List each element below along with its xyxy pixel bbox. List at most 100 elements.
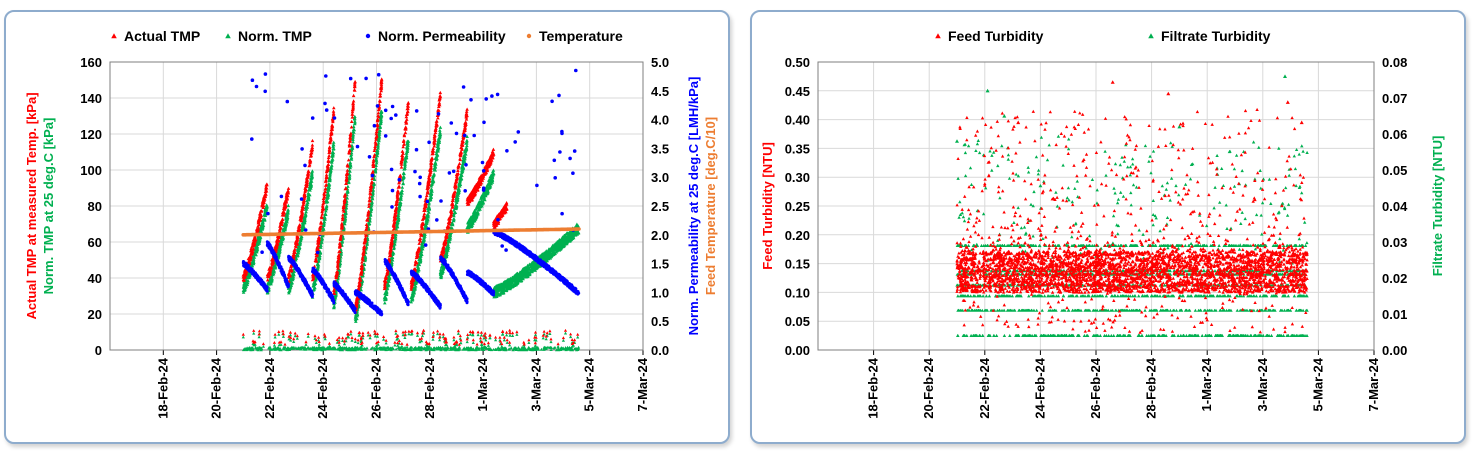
y-right-tick-label: 2.5: [651, 199, 669, 214]
x-tick-label: 24-Feb-24: [315, 357, 330, 418]
y-left-tick-label: 0.30: [785, 170, 810, 185]
series-norm-tmp: [241, 109, 581, 323]
legend-marker: [225, 33, 231, 39]
legend-marker: [1148, 33, 1154, 39]
y-right-tick-label: 1.0: [651, 285, 669, 300]
y-right-tick-label: 3.0: [651, 170, 669, 185]
right-plot-area: [955, 74, 1309, 338]
y-right-tick-label: 2.0: [651, 228, 669, 243]
y-right-tick-label: 4.5: [651, 84, 669, 99]
series-temperature: [241, 227, 581, 237]
y-right-tick-label: 1.5: [651, 257, 669, 272]
x-tick-label: 28-Feb-24: [1144, 357, 1159, 418]
left-plot-area: [241, 68, 581, 352]
x-tick-label: 18-Feb-24: [866, 357, 881, 418]
legend-label: Actual TMP: [124, 28, 200, 44]
x-tick-label: 1-Mar-24: [475, 357, 490, 411]
series-marks: [241, 77, 509, 314]
series-feed-turbidity: [955, 80, 1309, 334]
y-right-tick-label: 0.08: [1382, 55, 1407, 70]
y-left-tick-label: 0.00: [785, 343, 810, 358]
x-tick-label: 5-Mar-24: [582, 357, 597, 411]
x-tick-label: 26-Feb-24: [1088, 357, 1103, 418]
y-left-tick-label: 0.25: [785, 199, 810, 214]
y-right-title: Filtrate Turbidity [NTU]: [1430, 136, 1445, 277]
series-norm-permeability: [241, 228, 581, 317]
low-tmp-points: [241, 328, 581, 352]
x-tick-label: 18-Feb-24: [155, 357, 170, 418]
x-tick-label: 7-Mar-24: [635, 357, 650, 411]
y-right-tick-label: 0.5: [651, 314, 669, 329]
y-right-tick-label: 0.0: [651, 343, 669, 358]
y-left-tick-label: 60: [88, 235, 102, 250]
y-right-tick-label: 0.05: [1382, 163, 1407, 178]
y-left-title: Actual TMP at measured Temp. [kPa]: [24, 92, 39, 319]
x-tick-label: 1-Mar-24: [1199, 357, 1214, 411]
y-left-tick-label: 0.15: [785, 257, 810, 272]
series-marks: [241, 228, 581, 317]
y-left-tick-label: 120: [80, 127, 102, 142]
y-left-tick-label: 0.10: [785, 285, 810, 300]
y-left-tick-label: 0.40: [785, 113, 810, 128]
legend-marker: [935, 33, 941, 39]
series-marks: [241, 109, 581, 323]
x-tick-label: 22-Feb-24: [262, 357, 277, 418]
x-tick-label: 26-Feb-24: [369, 357, 384, 418]
x-tick-label: 5-Mar-24: [1310, 357, 1325, 411]
y-right-tick-label: 3.5: [651, 141, 669, 156]
x-tick-label: 28-Feb-24: [422, 357, 437, 418]
x-tick-label: 22-Feb-24: [977, 357, 992, 418]
legend-label: Temperature: [539, 28, 623, 44]
y-left-tick-label: 20: [88, 307, 102, 322]
x-tick-label: 24-Feb-24: [1032, 357, 1047, 418]
y-left-title: Feed Turbidity [NTU]: [760, 142, 775, 270]
y-right-tick-label: 0.06: [1382, 127, 1407, 142]
y-right-tick-label: 0.03: [1382, 235, 1407, 250]
y-right-tick-label: 0.01: [1382, 307, 1407, 322]
y-left-tick-label: 0: [95, 343, 102, 358]
y-left-tick-label: 0.05: [785, 314, 810, 329]
y-right-title: Norm. Permeability at 25 deg.C [LMH/kPa]: [686, 77, 701, 336]
y-right-title: Feed Temperature [deg.C/10]: [703, 117, 718, 295]
y-left-tick-label: 0.20: [785, 228, 810, 243]
legend-label: Filtrate Turbidity: [1161, 28, 1271, 44]
legend-marker: [526, 33, 532, 39]
chart-panel-left: 0 20 40 60 80 100 120 140 160 0.0 0.5 1.0 1.5 2.0 2.5 3…: [4, 10, 730, 444]
chart-panel-right: 0.00 0.05 0.10 0.15 0.20 0.25 0.30 0.35 0.40 0.45…: [750, 10, 1466, 444]
x-tick-label: 3-Mar-24: [528, 357, 543, 411]
x-tick-label: 20-Feb-24: [209, 357, 224, 418]
feed-marks: [955, 80, 1309, 334]
left-axes: 0 20 40 60 80 100 120 140 160 0.0 0.5 1.0 1.5 2.0 2.5 3…: [80, 55, 669, 419]
y-right-tick-label: 5.0: [651, 55, 669, 70]
x-tick-label: 7-Mar-24: [1366, 357, 1381, 411]
y-left-tick-label: 0.50: [785, 55, 810, 70]
y-left-tick-label: 100: [80, 163, 102, 178]
legend-label: Feed Turbidity: [948, 28, 1044, 44]
y-left-title: Norm. TMP at 25 deg.C [kPa]: [41, 118, 56, 295]
y-right-tick-label: 0.02: [1382, 271, 1407, 286]
y-right-tick-label: 4.0: [651, 113, 669, 128]
x-tick-label: 3-Mar-24: [1255, 357, 1270, 411]
y-left-tick-label: 160: [80, 55, 102, 70]
low-tmp-green: [241, 331, 581, 352]
low-tmp-red: [241, 328, 580, 346]
right-legend: Feed Turbidity Filtrate Turbidity: [935, 28, 1271, 44]
chart-turbidity: 0.00 0.05 0.10 0.15 0.20 0.25 0.30 0.35 0.40 0.45…: [760, 28, 1445, 419]
y-right-tick-label: 0.04: [1382, 199, 1408, 214]
legend-label: Norm. TMP: [238, 28, 312, 44]
legend-label: Norm. Permeability: [378, 28, 506, 44]
legend-marker: [365, 33, 371, 39]
y-left-tick-label: 80: [88, 199, 102, 214]
chart-tmp-permeability: 0 20 40 60 80 100 120 140 160 0.0 0.5 1.0 1.5 2.0 2.5 3…: [24, 28, 718, 419]
y-left-tick-label: 0.45: [785, 84, 810, 99]
y-right-tick-label: 0.07: [1382, 91, 1407, 106]
left-legend: Actual TMP Norm. TMP Norm. Permeability Tem…: [111, 28, 623, 44]
y-left-tick-label: 140: [80, 91, 102, 106]
y-left-tick-label: 40: [88, 271, 102, 286]
y-left-tick-label: 0.35: [785, 141, 810, 156]
right-plot-border: [817, 61, 1375, 351]
right-axes: 0.00 0.05 0.10 0.15 0.20 0.25 0.30 0.35 0.40 0.45…: [785, 55, 1408, 419]
series-actual-tmp: [241, 77, 509, 314]
x-tick-label: 20-Feb-24: [921, 357, 936, 418]
temperature-marks: [241, 227, 581, 237]
